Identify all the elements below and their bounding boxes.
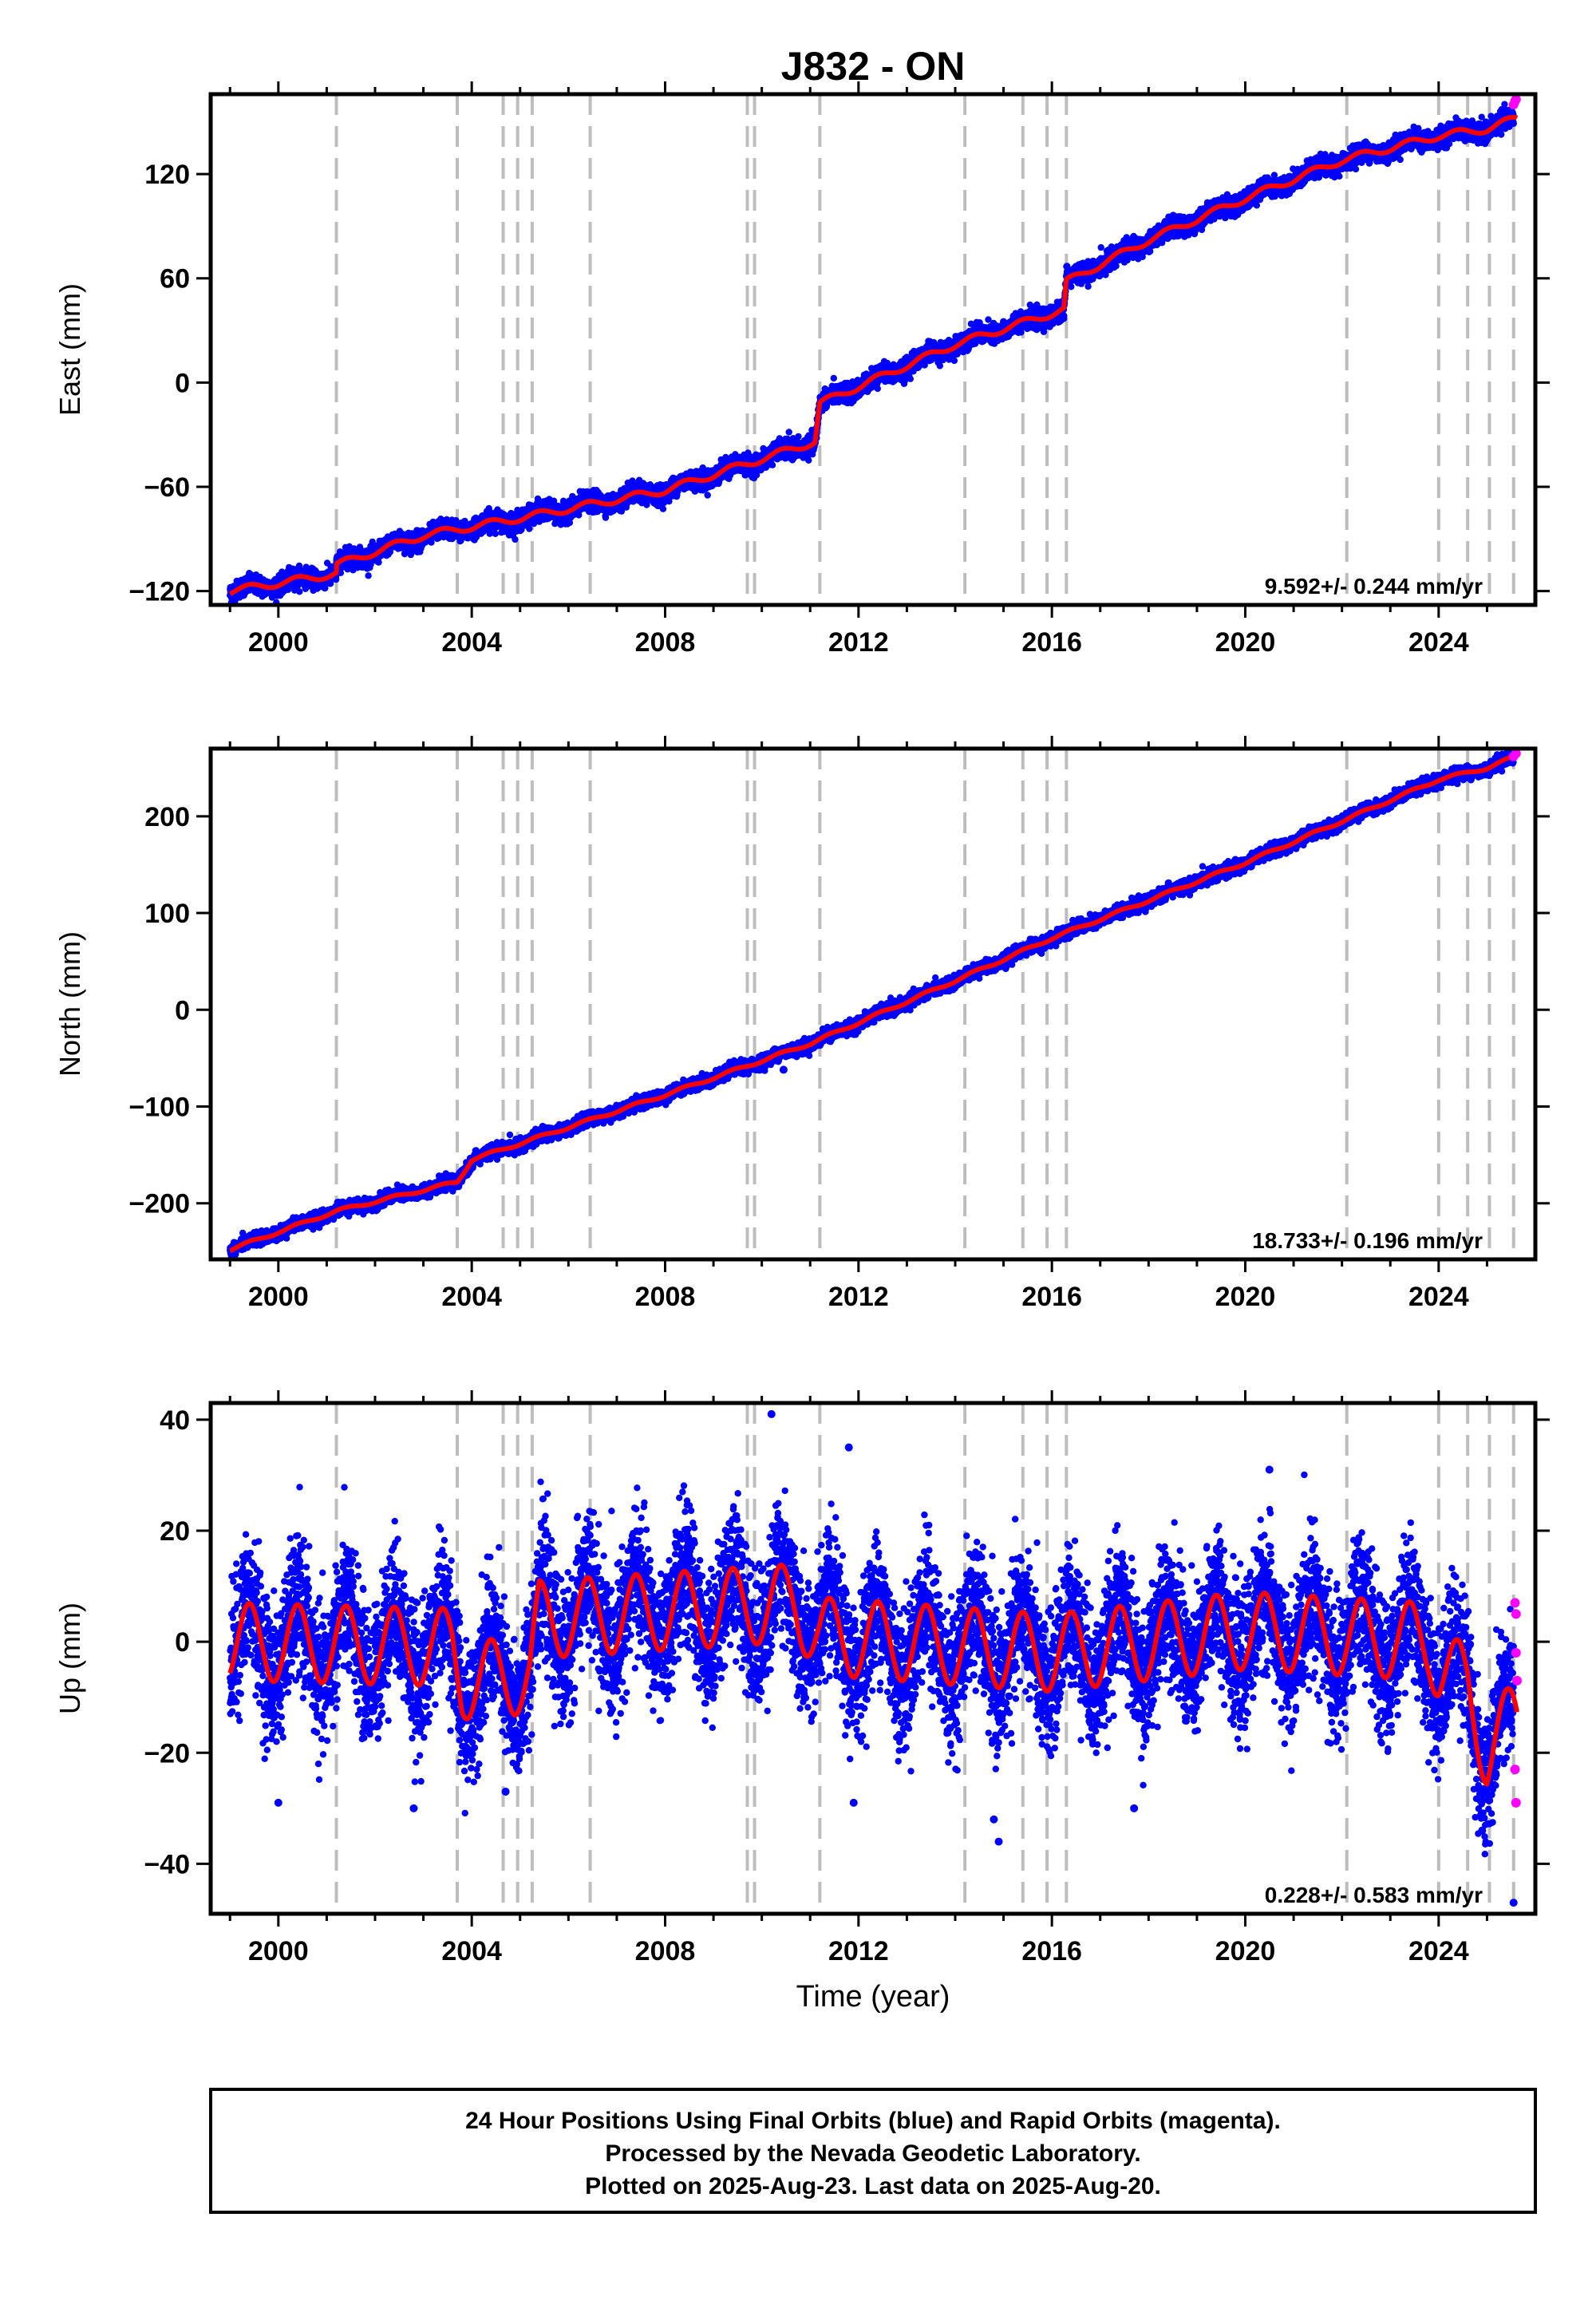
final-orbit-point xyxy=(659,505,667,512)
final-orbit-point xyxy=(526,525,533,532)
final-orbit-point xyxy=(337,569,345,576)
final-orbit-point xyxy=(704,492,711,499)
final-orbit-point xyxy=(375,559,382,566)
final-orbit-point xyxy=(805,456,812,464)
final-orbit-point xyxy=(492,530,499,537)
final-orbit-point xyxy=(768,461,776,468)
final-orbit-point xyxy=(785,429,792,436)
final-orbit-point xyxy=(296,588,303,595)
final-orbit-point xyxy=(512,536,519,543)
final-orbit-point xyxy=(332,575,340,583)
east-final-orbit-points xyxy=(227,101,1517,605)
final-orbit-point xyxy=(322,584,329,592)
final-orbit-point xyxy=(795,433,802,441)
east-panel: 2000 2004 2008 2012 2016 2020 2024−120−6006012… xyxy=(53,81,1550,658)
final-orbit-point xyxy=(344,566,351,573)
final-orbit-point xyxy=(830,374,838,382)
final-orbit-point xyxy=(874,385,882,393)
figure-title: J832 - ON xyxy=(781,44,966,89)
final-orbit-point xyxy=(365,572,372,579)
final-orbit-point xyxy=(369,538,376,546)
